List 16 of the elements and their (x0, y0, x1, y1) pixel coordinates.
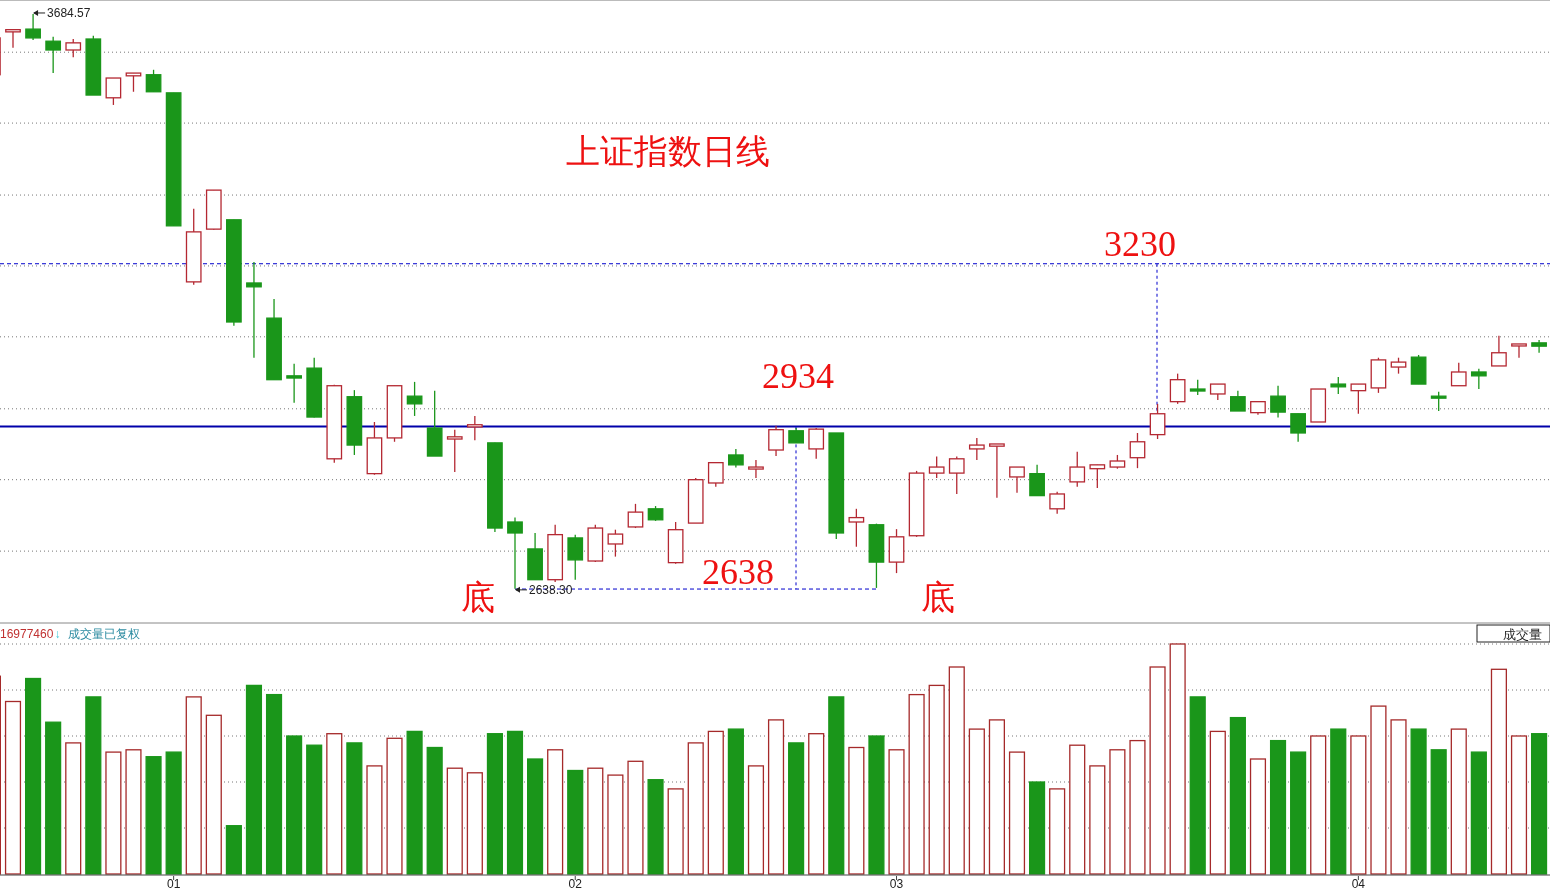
text: 上证指数日线 (566, 133, 770, 170)
text: 成交量 (1502, 627, 1542, 642)
ref-line-label: 3230 (1104, 223, 1176, 264)
x-tick-label: 03 (889, 877, 904, 891)
ref-line-label: 2934 (762, 356, 834, 397)
annotation: 3684.57 (47, 5, 91, 20)
x-tick-label: 02 (568, 877, 583, 891)
text: 成交量已复权 (68, 627, 141, 641)
text: 16977460 (0, 627, 54, 641)
annotation: 底 (461, 578, 495, 616)
x-tick-label: 04 (1351, 877, 1366, 891)
ref-line-label: 2638 (702, 552, 774, 593)
annotation: 底 (921, 578, 956, 616)
x-tick-label: 01 (166, 877, 181, 891)
text: ↓ (54, 627, 61, 641)
annotation: 2638.30 (529, 582, 573, 597)
